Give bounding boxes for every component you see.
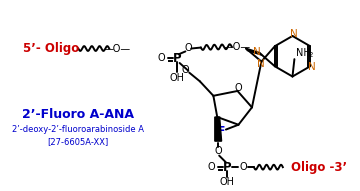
Text: 2: 2 — [309, 52, 313, 58]
Text: —O—: —O— — [224, 42, 251, 52]
Text: O: O — [239, 162, 247, 172]
Polygon shape — [215, 117, 221, 141]
Text: O: O — [215, 146, 222, 156]
Text: N: N — [257, 59, 264, 70]
Text: P: P — [172, 52, 181, 65]
Text: OH: OH — [219, 177, 234, 187]
Text: O: O — [235, 83, 242, 93]
Text: 5’- Oligo: 5’- Oligo — [23, 42, 80, 55]
Text: —O—: —O— — [103, 44, 130, 53]
Text: N: N — [289, 29, 297, 39]
Text: N: N — [253, 47, 261, 57]
Text: NH: NH — [296, 48, 311, 58]
Text: [27-6605A-XX]: [27-6605A-XX] — [48, 137, 109, 146]
Text: O: O — [157, 53, 165, 63]
Text: P: P — [222, 161, 231, 174]
Text: 2’-deoxy-2’-fluoroarabinoside A: 2’-deoxy-2’-fluoroarabinoside A — [12, 125, 144, 134]
Text: O: O — [184, 43, 192, 53]
Text: O: O — [181, 65, 189, 75]
Text: F: F — [217, 125, 225, 138]
Text: Oligo -3’: Oligo -3’ — [292, 161, 347, 174]
Text: 2’-Fluoro A-ANA: 2’-Fluoro A-ANA — [22, 108, 134, 121]
Text: N: N — [308, 62, 316, 72]
Text: OH: OH — [169, 73, 184, 83]
Text: O: O — [208, 162, 215, 172]
